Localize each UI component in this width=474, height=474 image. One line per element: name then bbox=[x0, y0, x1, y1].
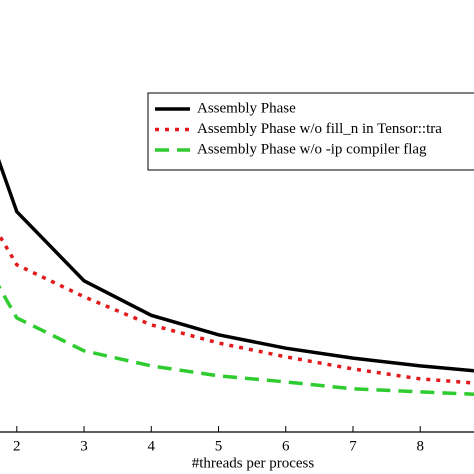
x-tick-label: 4 bbox=[148, 438, 156, 454]
x-axis-label: #threads per process bbox=[192, 455, 315, 471]
x-tick-label: 5 bbox=[215, 438, 223, 454]
legend-label: Assembly Phase w/o fill_n in Tensor::tra bbox=[197, 121, 442, 137]
plot-area bbox=[0, 158, 474, 396]
legend-label: Assembly Phase w/o -ip compiler flag bbox=[197, 141, 427, 157]
series-line bbox=[0, 232, 474, 385]
legend-box bbox=[147, 92, 474, 171]
x-tick-label: 6 bbox=[282, 438, 290, 454]
x-tick-label: 8 bbox=[416, 438, 424, 454]
legend-label: Assembly Phase bbox=[197, 100, 296, 116]
x-tick-label: 7 bbox=[349, 438, 357, 454]
x-tick-label: 2 bbox=[13, 438, 21, 454]
series-line bbox=[0, 158, 474, 373]
series-line bbox=[0, 284, 474, 396]
x-tick-label: 3 bbox=[80, 438, 88, 454]
legend: Assembly Phase Assembly Phase w/o fill_n … bbox=[147, 92, 474, 171]
